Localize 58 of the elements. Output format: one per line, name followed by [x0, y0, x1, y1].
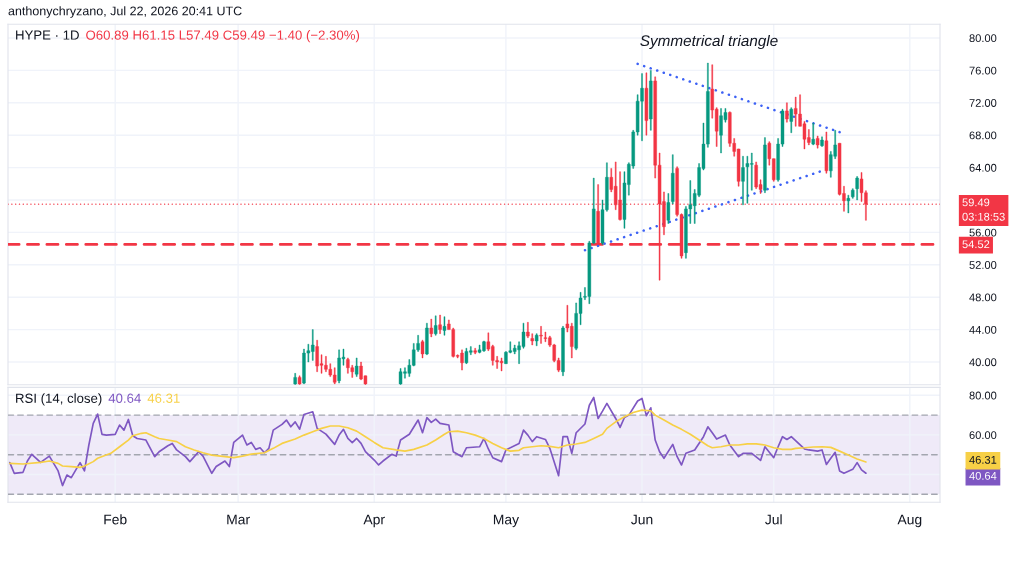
x-tick-label: Aug	[897, 514, 922, 528]
candlestick	[820, 136, 824, 147]
candlestick	[644, 72, 649, 136]
chart-subtitle: O60.89 H61.15 L57.49 C59.49 −1.40 (−2.30%)	[86, 30, 360, 43]
x-tick-label: Jul	[765, 514, 782, 525]
y-tick-label: 48.00	[969, 293, 997, 302]
x-tick-label: Feb	[104, 514, 127, 525]
candlestick	[433, 315, 438, 336]
candlestick	[464, 348, 469, 364]
candlestick	[297, 375, 302, 385]
candlestick	[789, 107, 793, 133]
ref-line-label: 59.49 03:18:53	[962, 198, 1005, 221]
annotation: 46.31	[147, 393, 180, 403]
candlestick	[499, 357, 504, 372]
candlestick	[354, 357, 359, 377]
text: anthonychryzano, Jul 22, 2026 20:41 UTC	[8, 6, 242, 18]
candlestick	[420, 339, 425, 359]
candlestick	[438, 314, 442, 334]
candlestick	[534, 333, 539, 347]
candlestick	[824, 131, 829, 174]
x-tick-label: May	[493, 514, 520, 528]
y-tick-label: 80.00	[969, 34, 997, 43]
candlestick	[649, 70, 653, 131]
candlestick	[429, 318, 433, 338]
candlestick	[346, 357, 350, 374]
y-tick-label: 68.00	[969, 131, 997, 140]
candlestick	[425, 322, 429, 355]
y-tick-label: 80.00	[969, 391, 997, 400]
candlestick	[442, 316, 447, 336]
chart-title: RSI (14, close)	[16, 393, 102, 406]
candlestick	[473, 348, 477, 355]
candlestick	[745, 156, 750, 204]
y-tick-label: 60.00	[969, 431, 997, 440]
x-tick-label: Jun	[631, 514, 653, 525]
chart-title: HYPE · 1D	[16, 30, 79, 40]
candlestick	[293, 373, 297, 385]
y-tick-label: 46.31	[969, 455, 997, 464]
candlestick	[398, 368, 403, 385]
x-tick-label: Apr	[363, 514, 385, 528]
annotation: 40.64	[108, 393, 141, 403]
y-tick-label: 56.00	[969, 228, 997, 237]
candlestick	[785, 102, 789, 123]
candlestick	[793, 96, 798, 127]
y-tick-label: 44.00	[969, 325, 997, 334]
y-tick-label: 52.00	[969, 261, 997, 269]
candlestick	[477, 344, 482, 354]
y-tick-label: 64.00	[969, 163, 997, 172]
y-tick-label: 40.64	[969, 471, 997, 480]
x-tick-label: Mar	[227, 514, 250, 525]
candlestick	[855, 176, 859, 201]
line-series	[8, 409, 867, 469]
y-tick-label: 72.00	[969, 99, 997, 107]
annotation: Symmetrical triangle	[640, 34, 778, 50]
y-tick-label: 40.00	[969, 358, 997, 367]
candlestick	[811, 122, 815, 146]
y-tick-label: 76.00	[969, 66, 997, 75]
ref-line-label: 54.52	[962, 240, 990, 249]
candlestick	[815, 135, 820, 149]
